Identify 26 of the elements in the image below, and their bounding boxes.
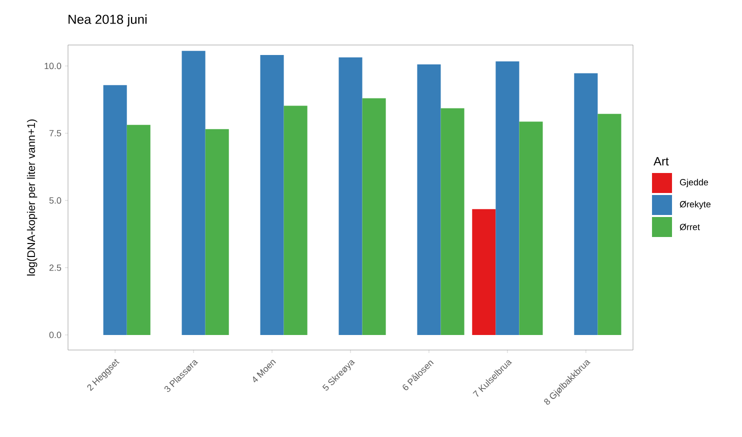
- legend-label: Ørekyte: [680, 200, 711, 210]
- bar: [338, 57, 362, 335]
- bar: [103, 85, 127, 335]
- y-axis-title: log(DNA-kopier per liter vann+1): [26, 119, 38, 276]
- y-tick-label: 2.5: [49, 264, 62, 271]
- y-tick-label: 7.5: [49, 130, 62, 136]
- bar: [362, 98, 386, 335]
- bar: [126, 124, 150, 335]
- y-tick-label: 5.0: [49, 197, 62, 204]
- legend-title: Art: [654, 157, 669, 166]
- chart-title: Nea 2018 juni: [68, 14, 147, 26]
- bar: [260, 54, 284, 335]
- bar: [417, 64, 441, 335]
- y-tick-label: 10.0: [44, 62, 62, 70]
- bar: [205, 129, 229, 335]
- bar: [182, 50, 206, 335]
- bar: [598, 114, 622, 335]
- bar: [284, 106, 308, 335]
- bar: [440, 108, 464, 335]
- bar: [574, 73, 598, 335]
- bar: [472, 209, 496, 335]
- bar: [519, 122, 543, 335]
- bar: [496, 61, 520, 335]
- y-tick-label: 0.0: [49, 332, 62, 338]
- legend-label: Ørret: [680, 224, 700, 230]
- legend-label: Gjedde: [680, 178, 708, 188]
